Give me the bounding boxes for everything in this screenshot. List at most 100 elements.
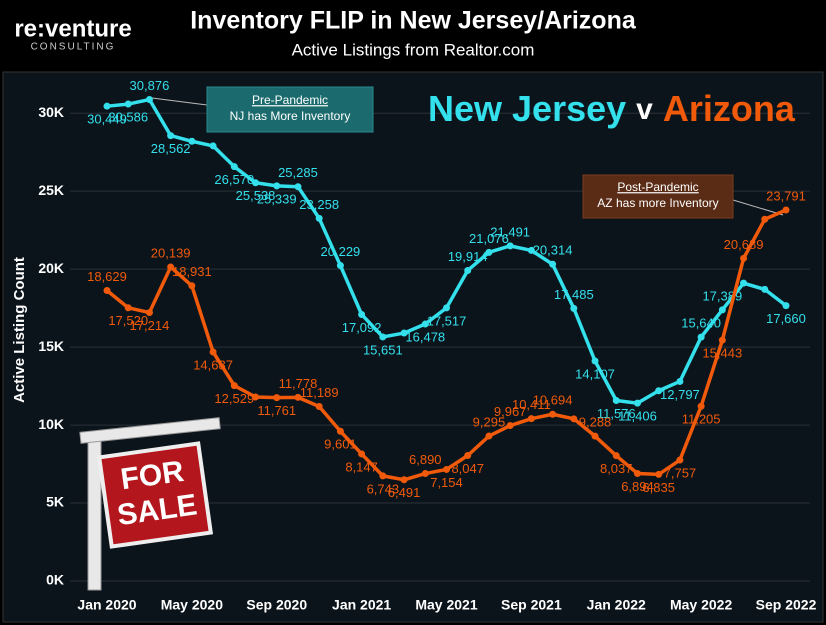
x-tick-label: Sep 2020 <box>246 597 307 613</box>
data-point <box>103 102 111 110</box>
data-label: 15,443 <box>702 346 742 361</box>
data-label: 17,517 <box>427 313 467 328</box>
data-point <box>294 183 302 191</box>
data-label: 15,651 <box>363 342 403 357</box>
y-tick-label: 15K <box>38 338 64 354</box>
data-point <box>506 422 514 430</box>
data-label: 17,214 <box>130 318 170 333</box>
data-label: 20,689 <box>724 237 764 252</box>
data-point <box>443 304 450 312</box>
data-point <box>252 393 260 401</box>
data-point <box>273 394 281 402</box>
y-tick-label: 5K <box>46 494 64 510</box>
data-label: 25,285 <box>278 165 318 180</box>
data-point <box>718 336 726 344</box>
data-label: 6,491 <box>388 485 421 500</box>
data-point <box>633 399 641 407</box>
data-point <box>358 450 366 458</box>
x-tick-label: Jan 2022 <box>587 597 646 613</box>
data-point <box>124 304 132 312</box>
data-point <box>782 206 790 214</box>
data-label: 10,411 <box>512 397 551 412</box>
annotation-text: NJ has More Inventory <box>230 109 351 123</box>
data-label: 7,154 <box>430 475 463 490</box>
data-label: 25,339 <box>257 191 297 206</box>
data-point <box>549 410 557 418</box>
data-label: 8,037 <box>600 461 633 476</box>
data-label: 20,229 <box>321 244 361 259</box>
data-point <box>570 415 578 423</box>
data-point <box>718 306 726 314</box>
data-label: 23,791 <box>766 188 806 203</box>
data-label: 15,640 <box>681 316 721 331</box>
data-point <box>676 377 684 385</box>
data-label: 6,890 <box>409 452 442 467</box>
chart-subtitle: Active Listings from Realtor.com <box>292 40 535 59</box>
data-point <box>527 415 535 423</box>
x-tick-label: Sep 2021 <box>501 597 562 613</box>
data-point <box>655 387 663 395</box>
data-label: 12,797 <box>660 387 700 402</box>
data-point <box>315 214 323 222</box>
data-point <box>188 282 196 290</box>
data-point <box>209 142 217 150</box>
y-tick-label: 0K <box>46 572 64 588</box>
data-point <box>167 132 175 140</box>
data-point <box>485 432 493 440</box>
data-point <box>443 465 450 473</box>
data-label: 9,288 <box>579 415 612 430</box>
data-point <box>485 248 493 256</box>
data-label: 21,076 <box>469 231 509 246</box>
y-tick-label: 20K <box>38 260 64 276</box>
data-label: 30,586 <box>108 109 148 124</box>
x-tick-label: Jan 2021 <box>332 597 391 613</box>
data-point <box>400 476 408 484</box>
annotation-box <box>206 86 374 133</box>
data-label: 8,147 <box>345 459 378 474</box>
data-point <box>612 452 620 460</box>
data-label: 11,189 <box>300 385 339 400</box>
data-label: 28,562 <box>151 141 191 156</box>
data-point <box>464 452 472 460</box>
sign-arm <box>79 417 221 444</box>
data-point <box>761 285 769 293</box>
annotation-leader <box>732 199 784 216</box>
data-label: 20,314 <box>533 243 573 258</box>
x-tick-label: Sep 2022 <box>756 597 817 613</box>
data-label: 23,258 <box>299 197 339 212</box>
y-tick-label: 30K <box>38 104 64 120</box>
logo-tagline: CONSULTING <box>31 42 116 53</box>
for-sale-sign: FOR SALE <box>79 417 221 591</box>
x-tick-label: May 2021 <box>415 597 477 613</box>
data-point <box>379 333 387 341</box>
data-label: 18,629 <box>87 269 127 284</box>
data-point <box>697 333 705 341</box>
data-point <box>740 254 748 262</box>
data-point <box>230 163 238 171</box>
data-label: 14,687 <box>193 357 233 372</box>
data-point <box>273 182 281 190</box>
data-label: 30,876 <box>130 78 170 93</box>
legend-entry: New Jersey <box>428 88 626 129</box>
data-point <box>633 469 641 477</box>
x-tick-label: May 2020 <box>161 597 223 613</box>
data-label: 8,047 <box>451 461 484 476</box>
data-label: 17,485 <box>554 287 594 302</box>
annotation-text: AZ has more Inventory <box>597 196 718 210</box>
data-point <box>188 137 196 145</box>
data-point <box>655 470 663 478</box>
data-label: 30,449 <box>87 112 127 127</box>
data-point <box>612 396 620 404</box>
data-point <box>230 382 238 390</box>
data-label: 18,931 <box>172 264 212 279</box>
data-point <box>676 456 684 464</box>
data-label: 17,092 <box>342 320 382 335</box>
data-point <box>464 266 472 274</box>
data-point <box>506 242 514 250</box>
data-point <box>549 260 557 268</box>
data-point <box>591 432 599 440</box>
sign-board <box>96 441 214 549</box>
legend-joiner: v <box>636 93 653 126</box>
data-point <box>697 402 705 410</box>
